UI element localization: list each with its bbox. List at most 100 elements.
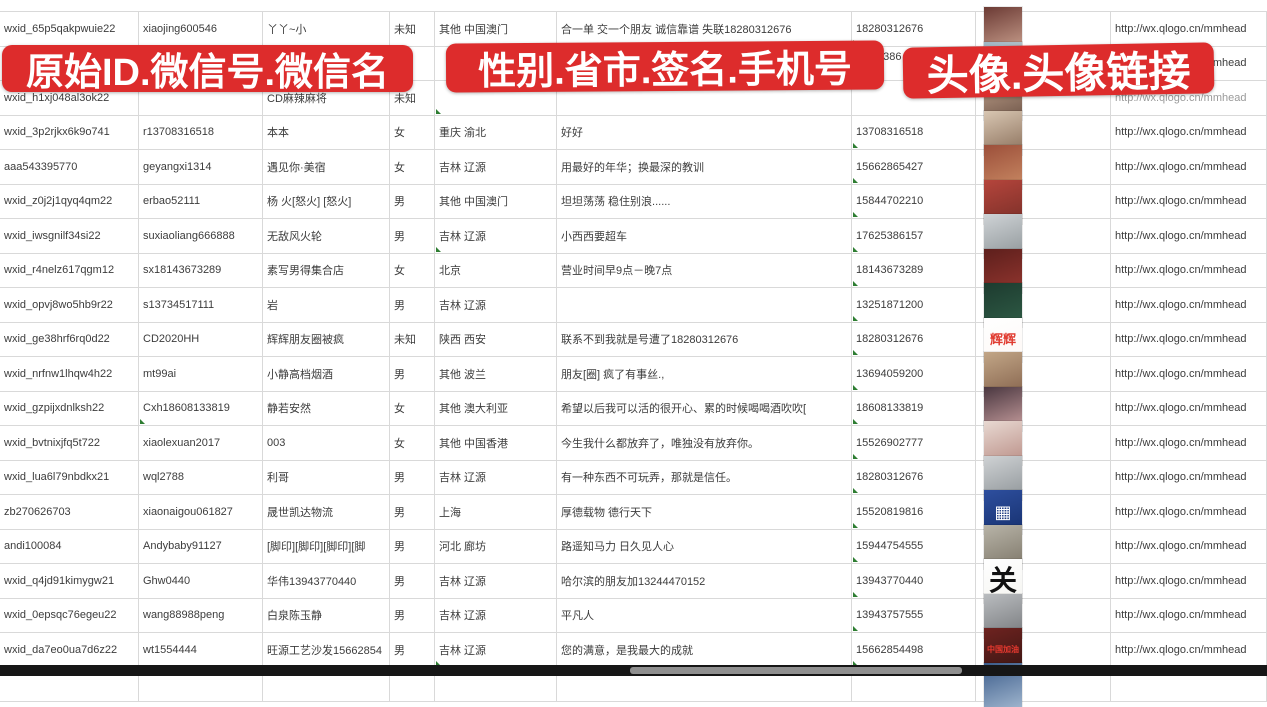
cell-original-id[interactable]: wxid_da7eo0ua7d6z22 xyxy=(0,633,139,668)
cell-wechat-name[interactable]: 利哥 xyxy=(263,460,390,495)
cell-wechat-id[interactable]: xiaonaigou061827 xyxy=(139,495,263,530)
cell-avatar-link[interactable]: http://wx.qlogo.cn/mmhead xyxy=(1111,426,1267,461)
cell-signature[interactable] xyxy=(557,81,852,116)
cell-phone[interactable]: 13708316518 xyxy=(852,115,976,150)
cell-phone[interactable]: 18280312676 xyxy=(852,322,976,357)
cell-phone[interactable]: 17625386157 xyxy=(852,219,976,254)
cell-gender[interactable]: 未知 xyxy=(390,81,435,116)
cell-wechat-id[interactable] xyxy=(139,81,263,116)
cell-gender[interactable]: 男 xyxy=(390,219,435,254)
cell-province-city[interactable]: 其他 澳大利亚 xyxy=(435,391,557,426)
cell-original-id[interactable]: zb270626703 xyxy=(0,495,139,530)
horizontal-scrollbar-track[interactable] xyxy=(0,665,1267,676)
cell-gender[interactable]: 男 xyxy=(390,598,435,633)
cell-wechat-name[interactable]: 岩 xyxy=(263,288,390,323)
cell-original-id[interactable]: wxid_ge38hrf6rq0d22 xyxy=(0,322,139,357)
cell-wechat-name[interactable]: 无敌风火轮 xyxy=(263,219,390,254)
cell-province-city[interactable]: 吉林 辽源 xyxy=(435,460,557,495)
cell-wechat-id[interactable]: erbao52111 xyxy=(139,184,263,219)
cell-wechat-id[interactable]: wt1554444 xyxy=(139,633,263,668)
cell-gender[interactable]: 男 xyxy=(390,495,435,530)
cell-original-id[interactable]: wxid_3p2rjkx6k9o741 xyxy=(0,115,139,150)
cell-phone[interactable]: 18280312676 xyxy=(852,460,976,495)
cell-phone[interactable]: 15520819816 xyxy=(852,495,976,530)
cell-gender[interactable]: 女 xyxy=(390,115,435,150)
cell-wechat-id[interactable]: Cxh18608133819 xyxy=(139,391,263,426)
cell-province-city[interactable] xyxy=(435,81,557,116)
cell-avatar-link[interactable]: http://wx.qlogo.cn/mmhead xyxy=(1111,322,1267,357)
cell-original-id[interactable]: wxid_r4nelz617qgm12 xyxy=(0,253,139,288)
cell-gender[interactable]: 未知 xyxy=(390,12,435,47)
cell-gender[interactable]: 未知 xyxy=(390,322,435,357)
cell-gender[interactable]: 女 xyxy=(390,391,435,426)
cell-signature[interactable]: 厚德载物 德行天下 xyxy=(557,495,852,530)
cell-province-city[interactable]: 陕西 西安 xyxy=(435,322,557,357)
cell-province-city[interactable]: 吉林 辽源 xyxy=(435,219,557,254)
cell-phone[interactable]: 13694059200 xyxy=(852,357,976,392)
cell-signature[interactable]: 路遥知马力 日久见人心 xyxy=(557,529,852,564)
cell-avatar-link[interactable]: http://wx.qlogo.cn/mmhead xyxy=(1111,495,1267,530)
cell-wechat-id[interactable]: suxiaoliang666888 xyxy=(139,219,263,254)
cell-wechat-name[interactable]: [脚印][脚印][脚印][脚 xyxy=(263,529,390,564)
cell-signature[interactable]: 有一种东西不可玩弄，那就是信任。 xyxy=(557,460,852,495)
cell-gender[interactable]: 男 xyxy=(390,184,435,219)
cell-avatar-link[interactable]: http://wx.qlogo.cn/mmhead xyxy=(1111,115,1267,150)
cell-wechat-name[interactable]: 003 xyxy=(263,426,390,461)
cell-original-id[interactable]: wxid_z0j2j1qyq4qm22 xyxy=(0,184,139,219)
cell-original-id[interactable]: wxid_bvtnixjfq5t722 xyxy=(0,426,139,461)
cell-wechat-name[interactable]: 旺源工艺沙发15662854 xyxy=(263,633,390,668)
cell-original-id[interactable]: aaa543395770 xyxy=(0,150,139,185)
cell-province-city[interactable]: 吉林 辽源 xyxy=(435,633,557,668)
cell-phone[interactable]: 15944754555 xyxy=(852,529,976,564)
cell-avatar-link[interactable]: http://wx.qlogo.cn/mmhead xyxy=(1111,598,1267,633)
cell-original-id[interactable]: wxid_lua6l79nbdkx21 xyxy=(0,460,139,495)
cell-gender[interactable]: 男 xyxy=(390,633,435,668)
cell-phone[interactable]: 15662865427 xyxy=(852,150,976,185)
cell-original-id[interactable]: wxid_gzpijxdnlksh22 xyxy=(0,391,139,426)
cell-wechat-name[interactable]: 小静高档烟酒 xyxy=(263,357,390,392)
cell-gender[interactable]: 女 xyxy=(390,426,435,461)
cell-wechat-name[interactable]: 素写男得集合店 xyxy=(263,253,390,288)
cell-province-city[interactable]: 吉林 辽源 xyxy=(435,288,557,323)
cell-wechat-id[interactable]: mt99ai xyxy=(139,357,263,392)
cell-province-city[interactable]: 河北 廊坊 xyxy=(435,529,557,564)
cell-gender[interactable]: 男 xyxy=(390,529,435,564)
cell-wechat-name[interactable]: 杨 火[怒火] [怒火] xyxy=(263,184,390,219)
cell-gender[interactable]: 女 xyxy=(390,150,435,185)
cell-gender[interactable]: 男 xyxy=(390,564,435,599)
cell-signature[interactable]: 希望以后我可以活的很开心、累的时候喝喝酒吹吹[ xyxy=(557,391,852,426)
cell-signature[interactable]: 联系不到我就是号遭了18280312676 xyxy=(557,322,852,357)
cell-avatar-link[interactable]: http://wx.qlogo.cn/mmhead xyxy=(1111,529,1267,564)
cell-signature[interactable]: 今生我什么都放弃了，唯独没有放弃你。 xyxy=(557,426,852,461)
cell-original-id[interactable]: wxid_q4jd91kimygw21 xyxy=(0,564,139,599)
cell-original-id[interactable]: wxid_h1xj048al3ok22 xyxy=(0,81,139,116)
horizontal-scrollbar-thumb[interactable] xyxy=(630,667,962,674)
cell-signature[interactable]: 用最好的年华；换最深的教训 xyxy=(557,150,852,185)
cell-signature[interactable]: 哈尔滨的朋友加13244470152 xyxy=(557,564,852,599)
cell-avatar-link[interactable]: http://wx.qlogo.cn/mmhead xyxy=(1111,564,1267,599)
cell-phone[interactable]: 18608133819 xyxy=(852,391,976,426)
cell-original-id[interactable]: wxid_iwsgnilf34si22 xyxy=(0,219,139,254)
cell-province-city[interactable]: 吉林 辽源 xyxy=(435,564,557,599)
cell-province-city[interactable]: 其他 中国澳门 xyxy=(435,184,557,219)
cell-signature[interactable]: 坦坦荡荡 稳住别浪...... xyxy=(557,184,852,219)
cell-phone[interactable]: 13943757555 xyxy=(852,598,976,633)
cell-wechat-id[interactable]: geyangxi1314 xyxy=(139,150,263,185)
cell-signature[interactable]: 平凡人 xyxy=(557,598,852,633)
cell-province-city[interactable]: 吉林 辽源 xyxy=(435,150,557,185)
cell-province-city[interactable]: 北京 xyxy=(435,253,557,288)
cell-wechat-id[interactable]: wql2788 xyxy=(139,460,263,495)
cell-avatar-link[interactable]: http://wx.qlogo.cn/mmhead xyxy=(1111,460,1267,495)
cell-gender[interactable]: 男 xyxy=(390,288,435,323)
cell-wechat-name[interactable]: 遇见你·美宿 xyxy=(263,150,390,185)
cell-original-id[interactable]: andi100084 xyxy=(0,529,139,564)
cell-original-id[interactable]: wxid_nrfnw1lhqw4h22 xyxy=(0,357,139,392)
cell-province-city[interactable]: 其他 中国香港 xyxy=(435,426,557,461)
cell-phone[interactable]: 15526902777 xyxy=(852,426,976,461)
cell-wechat-id[interactable]: Andybaby91127 xyxy=(139,529,263,564)
cell-avatar-link[interactable]: http://wx.qlogo.cn/mmhead xyxy=(1111,357,1267,392)
cell-wechat-name[interactable]: 华伟13943770440 xyxy=(263,564,390,599)
cell-gender[interactable]: 男 xyxy=(390,460,435,495)
cell-signature[interactable]: 营业时间早9点－晚7点 xyxy=(557,253,852,288)
cell-province-city[interactable]: 其他 波兰 xyxy=(435,357,557,392)
